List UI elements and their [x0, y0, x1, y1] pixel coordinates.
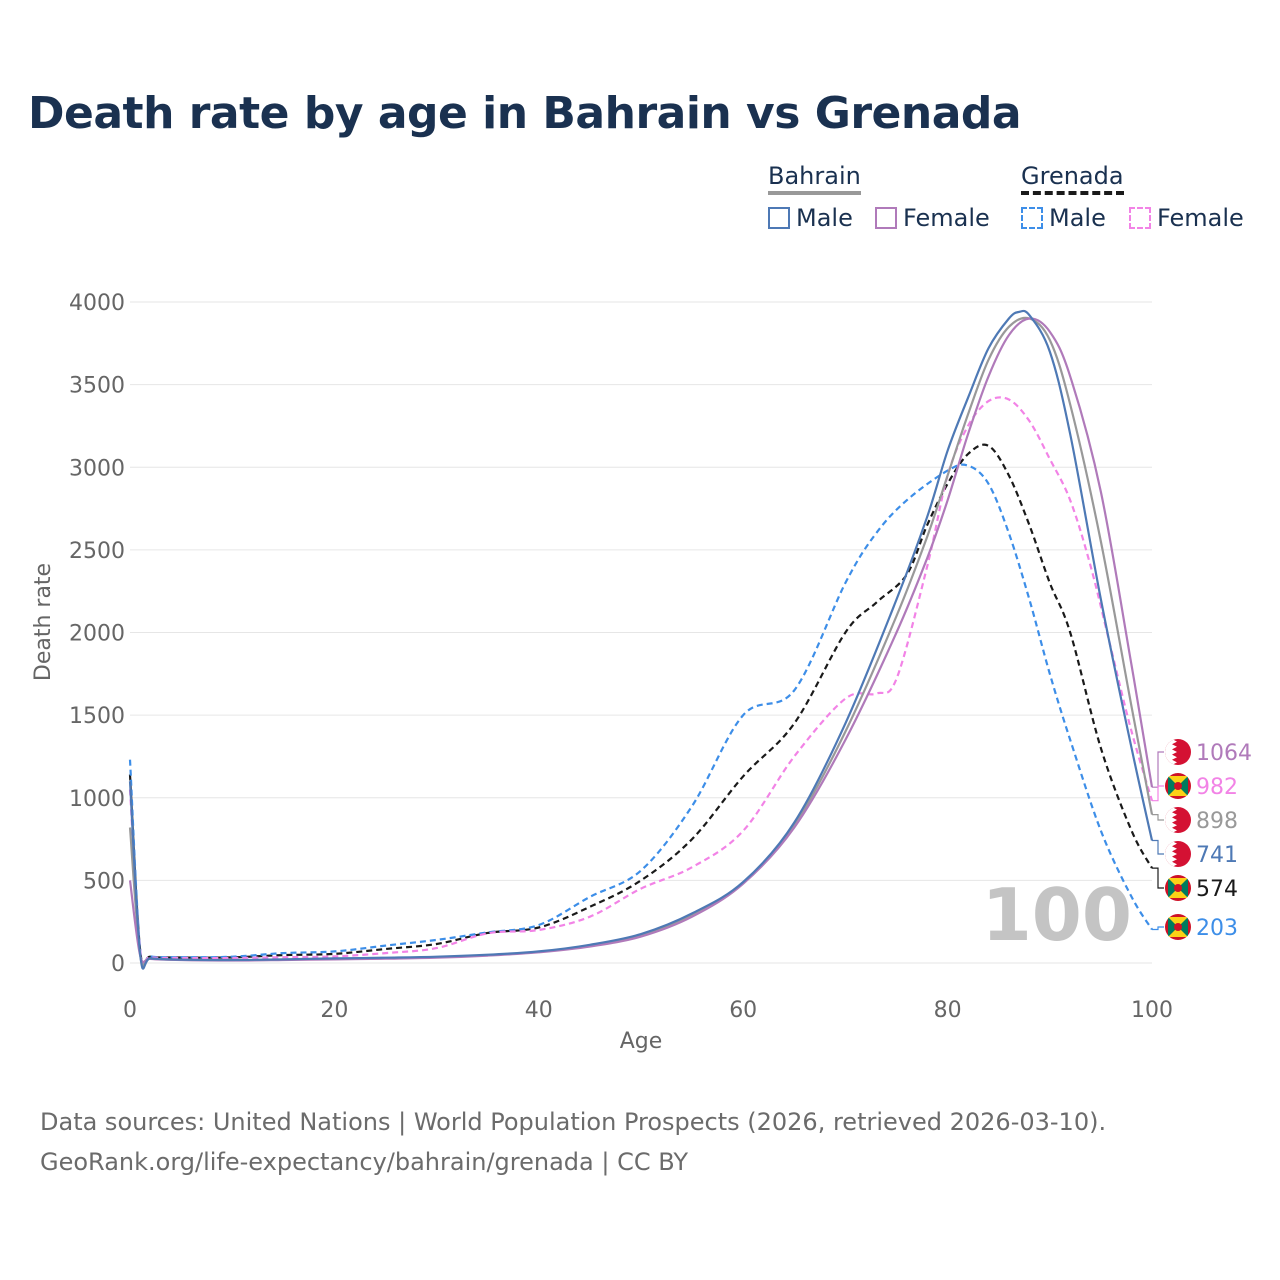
chart-plot: 0 500 1000 1500 2000 2500 3000 3500 4000 0 20 40 60… — [31, 291, 1252, 1054]
series-line-bahrain-total[interactable] — [128, 316, 1154, 967]
legend-bahrain-female[interactable]: Female — [875, 204, 990, 232]
grenada-flag-icon — [1165, 773, 1191, 799]
x-tick-label: 20 — [320, 998, 348, 1023]
end-label-grenada-female: 982 — [1196, 775, 1238, 800]
legend-grenada-male[interactable]: Male — [1021, 204, 1106, 232]
legend-bahrain-male-label: Male — [796, 204, 853, 232]
x-tick-label: 40 — [525, 998, 553, 1023]
series-line-grenada-female[interactable] — [128, 396, 1154, 967]
y-tick-label: 0 — [111, 952, 125, 977]
end-label-connector — [1152, 785, 1164, 802]
y-tick-label: 2000 — [69, 622, 125, 647]
legend-swatch-bahrain-male — [768, 207, 790, 229]
series-line-bahrain-male[interactable] — [128, 309, 1154, 970]
x-tick-label: 100 — [1131, 998, 1173, 1023]
legend-bahrain-header: Bahrain — [768, 162, 861, 195]
legend-bahrain-male[interactable]: Male — [768, 204, 853, 232]
legend-grenada-label: Grenada — [1021, 162, 1124, 190]
legend-bahrain-label: Bahrain — [768, 162, 861, 190]
legend-grenada-female[interactable]: Female — [1129, 204, 1244, 232]
y-tick-label: 3500 — [69, 374, 125, 399]
legend-grenada-male-label: Male — [1049, 204, 1106, 232]
end-label-bahrain-male: 741 — [1196, 843, 1238, 868]
legend-bahrain-female-label: Female — [903, 204, 990, 232]
legend-grenada-line — [1021, 191, 1124, 195]
legend-swatch-grenada-male — [1021, 207, 1043, 229]
year-watermark: 100 — [982, 873, 1132, 957]
y-tick-label: 4000 — [69, 291, 125, 316]
end-label-connector — [1152, 751, 1164, 788]
end-label-grenada-male: 203 — [1196, 916, 1238, 941]
bahrain-flag-icon — [1165, 841, 1191, 867]
legend-swatch-grenada-female — [1129, 207, 1151, 229]
end-label-connector — [1152, 867, 1164, 889]
x-tick-label: 0 — [123, 998, 137, 1023]
y-tick-label: 3000 — [69, 456, 125, 481]
grenada-flag-icon — [1165, 875, 1191, 901]
x-axis-label: Age — [620, 1029, 663, 1054]
series-line-grenada-male[interactable] — [128, 463, 1153, 967]
x-tick-label: 80 — [934, 998, 962, 1023]
end-label-bahrain-total: 898 — [1196, 809, 1238, 834]
y-tick-label: 500 — [83, 869, 125, 894]
bahrain-flag-icon — [1165, 807, 1191, 833]
chart-title: Death rate by age in Bahrain vs Grenada — [28, 88, 1022, 139]
y-tick-label: 2500 — [69, 539, 125, 564]
footer-link[interactable]: GeoRank.org/life-expectancy/bahrain/gren… — [40, 1148, 689, 1176]
footer-sources: Data sources: United Nations | World Pop… — [40, 1108, 1107, 1136]
end-label-grenada-total: 574 — [1196, 877, 1238, 902]
legend-bahrain-line — [768, 191, 861, 195]
y-tick-label: 1000 — [69, 787, 125, 812]
y-axis-ticks: 0 500 1000 1500 2000 2500 3000 3500 4000 — [69, 291, 125, 977]
legend-grenada-header: Grenada — [1021, 162, 1124, 195]
bahrain-flag-icon — [1165, 739, 1191, 765]
series-line-bahrain-female[interactable] — [128, 317, 1154, 964]
end-labels: 1064 982 898 741 574 203 — [1152, 739, 1252, 941]
y-tick-label: 1500 — [69, 704, 125, 729]
x-axis-ticks: 0 20 40 60 80 100 — [123, 998, 1173, 1023]
end-label-connector — [1152, 926, 1164, 931]
series-lines — [128, 309, 1154, 970]
legend-grenada-female-label: Female — [1157, 204, 1244, 232]
grid — [130, 301, 1152, 964]
x-tick-label: 60 — [729, 998, 757, 1023]
legend-swatch-bahrain-female — [875, 207, 897, 229]
end-label-connector — [1152, 839, 1164, 855]
end-label-connector — [1152, 814, 1164, 821]
series-line-grenada-total[interactable] — [128, 443, 1153, 967]
y-axis-label: Death rate — [31, 563, 56, 681]
end-label-bahrain-female: 1064 — [1196, 741, 1252, 766]
grenada-flag-icon — [1165, 914, 1191, 940]
